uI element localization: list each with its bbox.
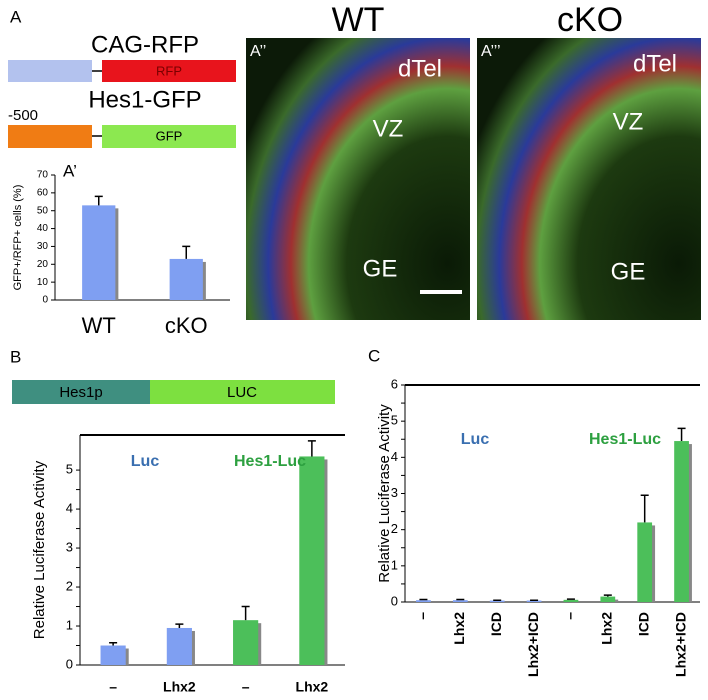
error-bar — [241, 605, 250, 621]
x-tick-label: Lhx2 — [163, 679, 196, 695]
y-tick-label: 6 — [391, 376, 398, 391]
panel-letter: A’’’ — [481, 43, 501, 60]
bar — [233, 620, 259, 665]
y-tick-label: 40 — [37, 223, 49, 234]
error-bar — [109, 642, 118, 646]
bar — [600, 596, 616, 602]
y-tick-label: 5 — [391, 413, 398, 428]
position-label: -500 — [8, 107, 38, 124]
panel-letter: A — [10, 7, 22, 26]
y-tick-label: 4 — [66, 501, 73, 516]
error-bar — [182, 245, 191, 259]
panel-letter: A’ — [63, 161, 77, 180]
bar — [637, 522, 653, 602]
x-tick-label: ICD — [635, 612, 651, 636]
region-label: GE — [611, 258, 646, 285]
construct-label: CAG-RFP — [91, 31, 199, 58]
y-tick-label: 3 — [66, 539, 73, 554]
gene-label: LUC — [227, 384, 257, 401]
y-tick-label: 0 — [42, 295, 48, 306]
bar — [452, 600, 468, 602]
y-axis-label: Relative Luciferase Activity — [376, 404, 393, 583]
region-label: dTel — [398, 55, 442, 82]
bar — [169, 258, 203, 300]
promoter-box — [8, 125, 92, 148]
bar — [674, 441, 689, 602]
annotation: Luc — [131, 453, 160, 470]
panel-letter: B — [10, 347, 21, 366]
y-axis-label: Relative Luciferase Activity — [31, 460, 48, 639]
error-bar — [640, 494, 649, 523]
y-tick-label: 2 — [66, 578, 73, 593]
bar — [100, 645, 126, 665]
error-bar — [307, 440, 316, 457]
bar — [563, 599, 579, 602]
y-tick-label: 70 — [37, 170, 49, 181]
micrograph — [246, 38, 470, 320]
x-tick-label: – — [414, 612, 430, 620]
y-tick-label: 1 — [66, 617, 73, 632]
y-tick-label: 3 — [391, 485, 398, 500]
x-tick-label: Lhx2+ICD — [672, 612, 688, 677]
panel-letter: C — [368, 346, 380, 365]
error-bar — [94, 195, 103, 206]
y-tick-label: 1 — [391, 557, 398, 572]
error-bar — [677, 427, 686, 442]
error-bar — [566, 598, 575, 600]
micrograph-title: cKO — [557, 1, 623, 39]
construct-label: Hes1-GFP — [88, 86, 201, 113]
error-bar — [419, 598, 428, 601]
y-tick-label: 10 — [37, 277, 49, 288]
y-tick-label: 0 — [66, 656, 73, 671]
x-tick-label: – — [562, 612, 578, 620]
region-label: dTel — [633, 50, 677, 77]
panel-letter: A’’ — [250, 43, 266, 60]
gene-box — [102, 125, 236, 148]
bar — [526, 600, 542, 602]
y-tick-label: 2 — [391, 521, 398, 536]
error-bar — [603, 594, 612, 597]
x-tick-label: cKO — [165, 313, 208, 338]
region-label: GE — [363, 255, 398, 282]
error-bar — [456, 598, 465, 601]
y-tick-label: 20 — [37, 259, 49, 270]
gene-box — [150, 380, 335, 404]
bar — [416, 600, 431, 602]
y-tick-label: 50 — [37, 205, 49, 216]
x-tick-label: – — [109, 679, 117, 695]
promoter-box — [12, 380, 150, 404]
x-tick-label: WT — [82, 313, 116, 338]
annotation: Luc — [461, 431, 490, 448]
bar — [299, 456, 325, 665]
error-bar — [175, 623, 184, 628]
region-label: VZ — [613, 108, 644, 135]
y-tick-label: 60 — [37, 187, 49, 198]
y-tick-label: 30 — [37, 241, 49, 252]
x-tick-label: – — [242, 679, 250, 695]
micrograph — [477, 38, 701, 320]
bar — [489, 600, 505, 602]
annotation: Hes1-Luc — [589, 431, 661, 448]
x-tick-label: Lhx2 — [296, 679, 329, 695]
gene-label: Hes1p — [59, 384, 102, 401]
y-tick-label: 0 — [391, 593, 398, 608]
gene-box — [102, 60, 236, 82]
x-tick-label: Lhx2 — [451, 612, 467, 645]
y-tick-label: 4 — [391, 449, 398, 464]
x-tick-label: Lhx2+ICD — [525, 612, 541, 677]
promoter-box — [8, 60, 92, 82]
y-tick-label: 5 — [66, 462, 73, 477]
micrograph-title: WT — [332, 1, 385, 39]
gene-label: RFP — [156, 63, 182, 78]
y-axis-label: GFP+/RFP+ cells (%) — [12, 185, 24, 291]
annotation: Hes1-Luc — [234, 453, 306, 470]
bar — [82, 205, 116, 300]
x-tick-label: Lhx2 — [599, 612, 615, 645]
bar — [166, 627, 192, 665]
gene-label: GFP — [156, 128, 183, 143]
region-label: VZ — [373, 115, 404, 142]
x-tick-label: ICD — [488, 612, 504, 636]
